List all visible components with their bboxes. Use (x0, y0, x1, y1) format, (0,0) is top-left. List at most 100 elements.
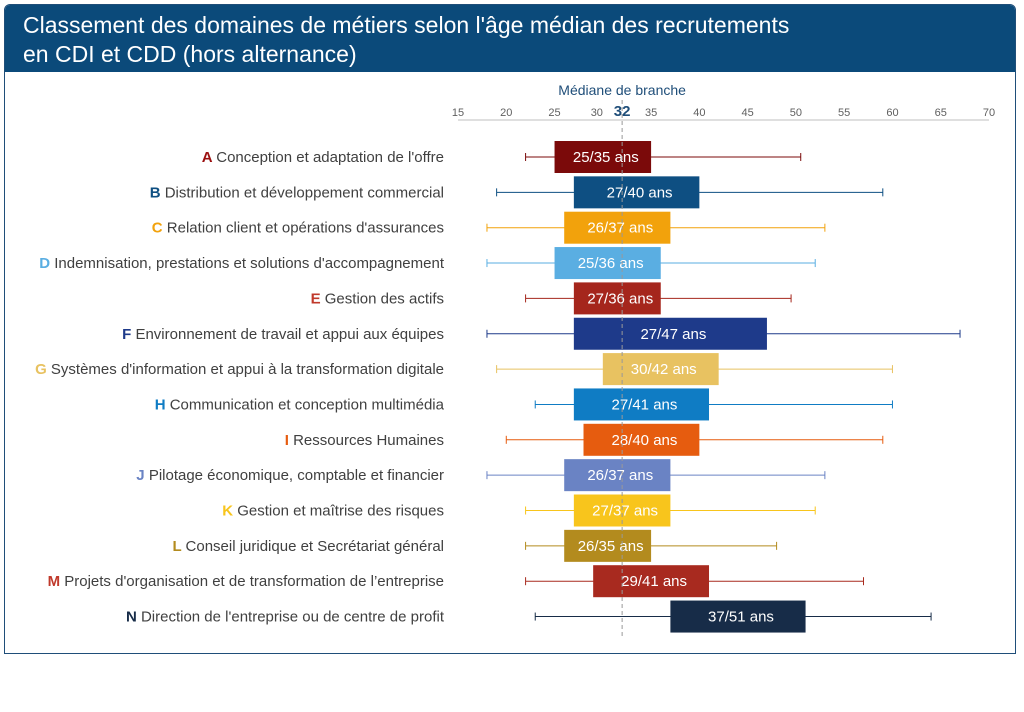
x-tick-label: 55 (838, 107, 850, 119)
category-letter: H (155, 396, 170, 413)
chart-row: E Gestion des actifs 27/36 ans (311, 282, 792, 315)
range-box (573, 282, 661, 315)
chart-header: Classement des domaines de métiers selon… (5, 5, 1015, 72)
x-tick-label: 60 (886, 107, 898, 119)
x-tick-label: 30 (591, 107, 603, 119)
range-label: 28/40 ans (611, 432, 677, 449)
chart-row: M Projets d'organisation et de transform… (48, 565, 864, 598)
category-letter: G (35, 361, 51, 378)
category-name: Pilotage économique, comptable et financ… (149, 467, 444, 484)
range-box (564, 211, 671, 244)
category-name: Ressources Humaines (293, 432, 444, 449)
x-tick-label: 65 (935, 107, 947, 119)
chart-row: I Ressources Humaines 28/40 ans (285, 423, 884, 456)
category-name: Communication et conception multimédia (170, 396, 445, 413)
chart-row: L Conseil juridique et Secrétariat génér… (172, 529, 778, 562)
category-letter: F (122, 326, 135, 343)
range-label: 29/41 ans (621, 573, 687, 590)
range-label: 27/37 ans (592, 503, 658, 520)
category-label: G Systèmes d'information et appui à la t… (35, 361, 444, 378)
median-value: 32 (614, 103, 631, 120)
x-tick-label: 25 (548, 107, 560, 119)
chart-frame: Classement des domaines de métiers selon… (4, 4, 1016, 654)
x-axis-ticks: 15 20 25 30 35 40 45 50 55 60 65 70 (452, 107, 995, 119)
range-box (583, 423, 700, 456)
range-label: 26/37 ans (587, 467, 653, 484)
category-name: Relation client et opérations d'assuranc… (167, 220, 444, 237)
category-name: Gestion et maîtrise des risques (237, 503, 444, 520)
category-letter: C (152, 220, 167, 237)
x-tick-label: 50 (790, 107, 802, 119)
median-label: Médiane de branche (558, 82, 686, 98)
range-label: 27/36 ans (587, 290, 653, 307)
chart-title-line-1: Classement des domaines de métiers selon… (23, 12, 790, 38)
x-tick-label: 40 (693, 107, 705, 119)
range-box (564, 459, 671, 492)
range-box (573, 388, 710, 421)
category-letter: N (126, 609, 141, 626)
chart-row: H Communication et conception multimédia… (155, 388, 893, 421)
chart-row: J Pilotage économique, comptable et fina… (136, 459, 826, 492)
range-box (554, 247, 661, 280)
range-label: 27/41 ans (611, 396, 677, 413)
category-label: I Ressources Humaines (285, 432, 444, 449)
category-name: Indemnisation, prestations et solutions … (54, 255, 445, 272)
chart-title-line-2: en CDI et CDD (hors alternance) (23, 41, 357, 67)
category-letter: B (150, 184, 165, 201)
x-tick-label: 15 (452, 107, 464, 119)
category-name: Environnement de travail et appui aux éq… (135, 326, 444, 343)
category-name: Systèmes d'information et appui à la tra… (51, 361, 444, 378)
chart-rows: A Conception et adaptation de l'offre 25/… (35, 141, 961, 633)
x-tick-label: 45 (742, 107, 754, 119)
category-label: E Gestion des actifs (311, 290, 444, 307)
chart-row: N Direction de l'entreprise ou de centre… (126, 600, 932, 633)
range-label: 30/42 ans (631, 361, 697, 378)
category-letter: D (39, 255, 54, 272)
category-letter: A (202, 149, 216, 166)
chart-row: B Distribution et développement commerci… (150, 176, 884, 209)
range-label: 25/36 ans (578, 255, 644, 272)
range-label: 37/51 ans (708, 609, 774, 626)
category-letter: E (311, 290, 325, 307)
range-label: 25/35 ans (573, 149, 639, 166)
category-letter: I (285, 432, 293, 449)
category-name: Direction de l'entreprise ou de centre d… (141, 609, 445, 626)
category-letter: K (222, 503, 237, 520)
range-box (573, 176, 700, 209)
category-name: Conseil juridique et Secrétariat général (186, 538, 444, 555)
category-label: F Environnement de travail et appui aux … (122, 326, 444, 343)
chart-row: K Gestion et maîtrise des risques 27/37 a… (222, 494, 816, 527)
range-box (670, 600, 806, 633)
chart-row: F Environnement de travail et appui aux … (122, 317, 961, 350)
x-axis: Médiane de branche 32 (458, 82, 989, 121)
chart-row: D Indemnisation, prestations et solution… (39, 247, 816, 280)
category-letter: J (136, 467, 149, 484)
range-box (564, 529, 652, 562)
category-letter: M (48, 573, 65, 590)
category-label: A Conception et adaptation de l'offre (202, 149, 444, 166)
range-box (593, 565, 710, 598)
category-name: Projets d'organisation et de transformat… (64, 573, 444, 590)
range-label: 27/47 ans (640, 326, 706, 343)
category-letter: L (172, 538, 185, 555)
chart-row: A Conception et adaptation de l'offre 25/… (202, 141, 802, 173)
category-label: D Indemnisation, prestations et solution… (39, 255, 445, 272)
x-tick-label: 70 (983, 107, 995, 119)
category-label: B Distribution et développement commerci… (150, 184, 444, 201)
category-name: Distribution et développement commercial (165, 184, 444, 201)
category-label: C Relation client et opérations d'assura… (152, 220, 444, 237)
range-box (573, 317, 767, 350)
chart-row: C Relation client et opérations d'assura… (152, 211, 826, 244)
category-label: H Communication et conception multimédia (155, 396, 445, 413)
x-tick-label: 20 (500, 107, 512, 119)
category-label: M Projets d'organisation et de transform… (48, 573, 444, 590)
chart-title: Classement des domaines de métiers selon… (23, 11, 995, 69)
category-label: N Direction de l'entreprise ou de centre… (126, 609, 445, 626)
range-label: 27/40 ans (607, 184, 673, 201)
category-label: K Gestion et maîtrise des risques (222, 503, 444, 520)
category-label: L Conseil juridique et Secrétariat génér… (172, 538, 444, 555)
range-box (554, 141, 652, 173)
x-tick-label: 35 (645, 107, 657, 119)
chart-row: G Systèmes d'information et appui à la t… (35, 353, 893, 386)
